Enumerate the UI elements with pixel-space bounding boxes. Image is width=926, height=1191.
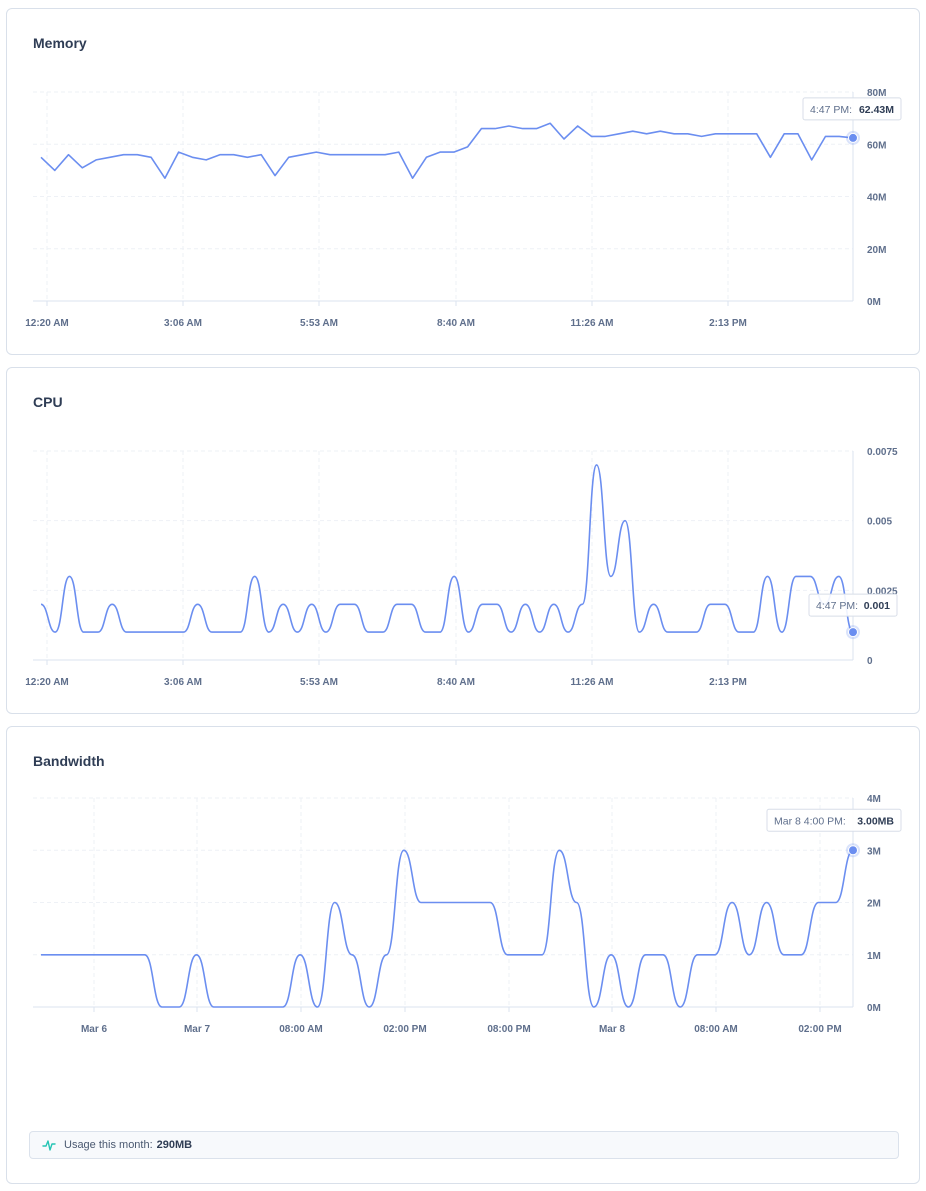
y-tick-label: 40M	[867, 193, 886, 204]
x-tick-label: 11:26 AM	[571, 318, 614, 329]
y-tick-label: 0M	[867, 1003, 881, 1014]
bandwidth-title: Bandwidth	[33, 753, 105, 769]
tooltip-time: Mar 8 4:00 PM:	[774, 815, 846, 827]
cpu-chart[interactable]: 0.0075 0.005 0.0025 0 12:20 AM 3:06 AM 5:53 AM…	[7, 368, 919, 713]
memory-card: Memory 80M 60M 40M 20M 0M 12:20 AM 3:06 AM 5:53…	[6, 8, 920, 355]
x-tick-label: Mar 7	[184, 1024, 211, 1035]
tooltip-box	[802, 97, 902, 121]
x-tick-label: 8:40 AM	[437, 318, 475, 329]
x-tick-label: 11:26 AM	[571, 677, 614, 688]
x-tick-label: 02:00 PM	[383, 1024, 426, 1035]
y-tick-label: 80M	[867, 88, 886, 99]
y-tick-label: 4M	[867, 794, 881, 805]
tooltip-box	[766, 808, 902, 832]
y-tick-label: 1M	[867, 951, 881, 962]
x-tick-label: 8:40 AM	[437, 677, 475, 688]
x-tick-label: 3:06 AM	[164, 677, 202, 688]
x-tick-label: 2:13 PM	[709, 677, 747, 688]
hover-point	[848, 132, 858, 143]
memory-title: Memory	[33, 35, 87, 51]
y-tick-label: 0.0075	[867, 447, 898, 458]
y-tick-label: 0M	[867, 297, 881, 308]
usage-summary: Usage this month: 290MB	[29, 1131, 899, 1159]
hover-point	[848, 845, 858, 856]
bandwidth-card: Bandwidth 4M 3M 2M 1M 0M Mar 6 Mar 7 08:00 AM 02…	[6, 726, 920, 1184]
hover-point	[848, 627, 858, 638]
x-tick-label: Mar 8	[599, 1024, 626, 1035]
tooltip-value: 62.43M	[859, 104, 894, 116]
cpu-card: CPU 0.0075 0.005 0.0025 0 12:20 AM 3:06 AM 5:5…	[6, 367, 920, 714]
x-tick-label: 02:00 PM	[798, 1024, 841, 1035]
y-tick-label: 2M	[867, 899, 881, 910]
activity-pulse-icon	[42, 1140, 56, 1151]
x-tick-label: 12:20 AM	[25, 677, 69, 688]
x-tick-label: 08:00 AM	[694, 1024, 738, 1035]
x-tick-label: 2:13 PM	[709, 318, 747, 329]
tooltip-time: 4:47 PM:	[810, 104, 852, 116]
series-line	[40, 122, 854, 179]
x-tick-label: 3:06 AM	[164, 318, 202, 329]
tooltip-value: 3.00MB	[857, 815, 894, 827]
y-tick-label: 20M	[867, 245, 886, 256]
memory-chart[interactable]: 80M 60M 40M 20M 0M 12:20 AM 3:06 AM 5:53 AM 8:40…	[7, 9, 919, 354]
series-line	[40, 464, 854, 633]
x-tick-label: 08:00 AM	[279, 1024, 323, 1035]
y-tick-label: 0	[867, 656, 873, 667]
y-tick-label: 0.0025	[867, 586, 898, 597]
usage-value: 290MB	[156, 1139, 193, 1151]
x-tick-label: 12:20 AM	[25, 318, 69, 329]
y-tick-label: 60M	[867, 140, 886, 151]
tooltip-box	[808, 593, 898, 617]
bandwidth-chart[interactable]: 4M 3M 2M 1M 0M Mar 6 Mar 7 08:00 AM 02:00 PM 08:0…	[7, 727, 919, 1127]
y-tick-label: 3M	[867, 846, 881, 857]
tooltip-time: 4:47 PM:	[816, 600, 858, 612]
usage-label: Usage this month:	[64, 1139, 153, 1151]
x-tick-label: 08:00 PM	[487, 1024, 530, 1035]
tooltip-value: 0.001	[864, 600, 890, 612]
y-tick-label: 0.005	[867, 517, 892, 528]
cpu-title: CPU	[33, 394, 63, 410]
x-tick-label: 5:53 AM	[300, 318, 338, 329]
x-tick-label: Mar 6	[81, 1024, 108, 1035]
x-tick-label: 5:53 AM	[300, 677, 338, 688]
series-line	[40, 849, 854, 1008]
